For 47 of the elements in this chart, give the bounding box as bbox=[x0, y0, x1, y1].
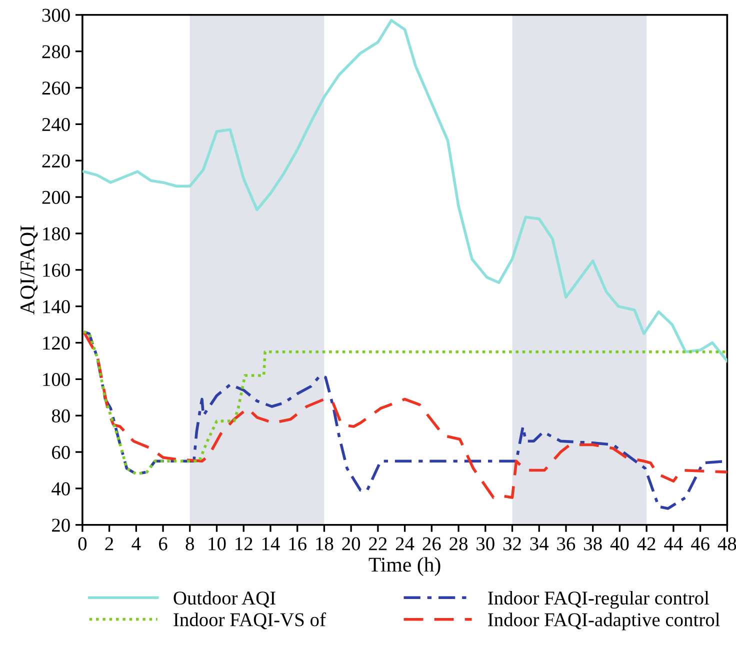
x-tick-label: 2 bbox=[105, 537, 114, 550]
x-tick-label: 12 bbox=[236, 537, 252, 550]
y-tick-label: 260 bbox=[42, 82, 70, 95]
x-tick-label: 16 bbox=[289, 537, 306, 550]
y-tick-label: 40 bbox=[52, 482, 70, 496]
x-tick-label: 10 bbox=[208, 537, 226, 550]
legend-label: Indoor FAQI-regular control bbox=[488, 590, 710, 609]
y-tick-label: 80 bbox=[52, 409, 70, 423]
x-tick-label: 48 bbox=[718, 537, 736, 550]
x-tick-label: 44 bbox=[664, 537, 683, 550]
x-tick-label: 32 bbox=[503, 537, 521, 550]
legend-label: Indoor FAQI-adaptive control bbox=[488, 612, 720, 630]
x-tick-label: 42 bbox=[637, 537, 656, 550]
x-tick-label: 46 bbox=[690, 537, 710, 550]
x-tick-label: 40 bbox=[610, 537, 629, 550]
x-tick-label: 24 bbox=[396, 537, 414, 550]
legend-label: Outdoor AQI bbox=[174, 590, 276, 608]
x-tick-label: 30 bbox=[476, 537, 494, 550]
x-tick-label: 4 bbox=[132, 537, 141, 550]
x-tick-label: 28 bbox=[450, 537, 468, 550]
y-tick-label: 160 bbox=[43, 264, 70, 277]
x-tick-label: 8 bbox=[186, 537, 194, 550]
y-tick-label: 280 bbox=[42, 45, 70, 58]
y-axis-title: AQI/FAQI bbox=[20, 226, 38, 315]
y-tick-label: 120 bbox=[43, 336, 70, 350]
x-axis-title: Time (h) bbox=[368, 557, 440, 576]
x-tick-label: 26 bbox=[422, 537, 441, 550]
x-tick-label: 14 bbox=[262, 537, 280, 550]
y-tick-label: 180 bbox=[43, 227, 70, 240]
x-tick-label: 38 bbox=[584, 537, 602, 550]
x-tick-label: 22 bbox=[369, 537, 387, 550]
y-tick-label: 300 bbox=[42, 8, 70, 22]
legend-label: Indoor FAQI-VS of bbox=[174, 612, 326, 630]
y-tick-label: 240 bbox=[42, 118, 70, 132]
x-tick-label: 34 bbox=[530, 537, 549, 550]
y-tick-label: 20 bbox=[52, 518, 70, 532]
y-tick-label: 60 bbox=[52, 446, 70, 459]
y-tick-label: 200 bbox=[42, 190, 70, 204]
y-tick-label: 220 bbox=[42, 154, 70, 168]
x-tick-label: 6 bbox=[159, 537, 168, 550]
x-tick-label: 18 bbox=[316, 537, 334, 550]
x-tick-label: 20 bbox=[342, 537, 360, 550]
x-tick-label: 0 bbox=[78, 537, 87, 550]
line-series bbox=[82, 18, 728, 362]
x-tick-label: 36 bbox=[557, 537, 576, 550]
y-tick-label: 100 bbox=[43, 372, 70, 386]
y-tick-label: 140 bbox=[43, 300, 70, 314]
